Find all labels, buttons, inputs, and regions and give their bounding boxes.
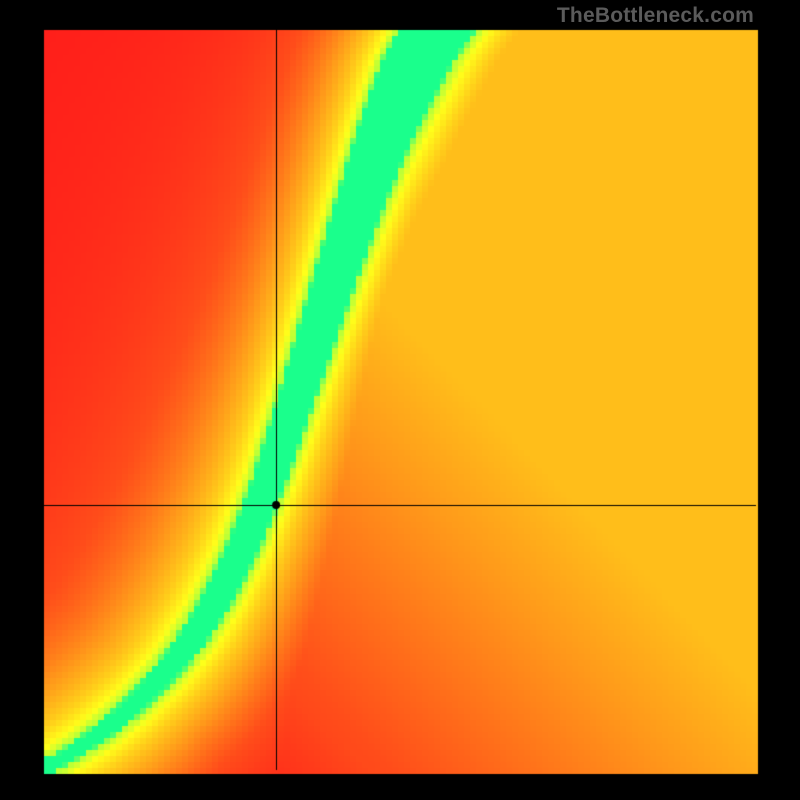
bottleneck-heatmap-canvas [0, 0, 800, 800]
watermark-label: TheBottleneck.com [557, 4, 754, 28]
chart-root: { "watermark": { "text": "TheBottleneck.… [0, 0, 800, 800]
